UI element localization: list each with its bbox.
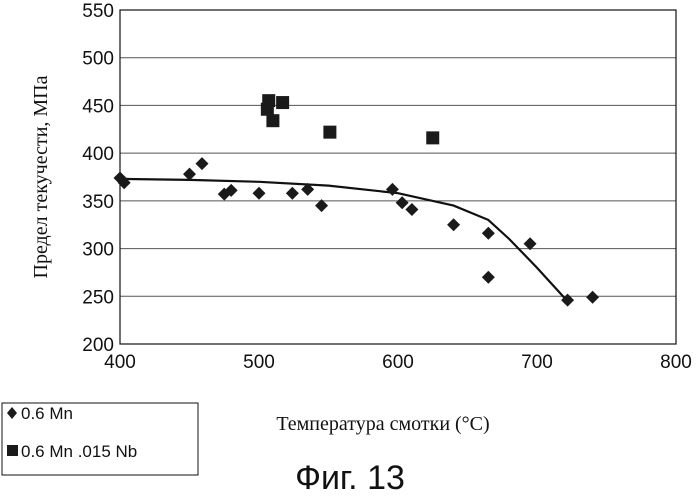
y-axis-label: Предел текучести, МПа — [30, 75, 52, 278]
figure-caption: Фиг. 13 — [295, 459, 405, 497]
point-series-1-7 — [252, 186, 266, 200]
y-tick-label-4: 400 — [82, 144, 114, 165]
x-axis-label: Температура смотки (°C) — [276, 413, 489, 435]
y-tick-label-5: 450 — [82, 96, 114, 117]
point-series-1-9 — [301, 182, 315, 196]
point-series-2-3 — [266, 114, 280, 128]
data-markers — [113, 94, 600, 307]
point-series-2-2 — [262, 94, 276, 108]
legend-label-series-1: 0.6 Mn — [21, 404, 73, 423]
tick-labels: 200 250 300 350 400 450 500 550 400 500 600 700 800 — [82, 1, 692, 373]
point-series-1-13 — [405, 202, 419, 216]
point-series-1-12 — [395, 196, 409, 210]
point-series-1-15 — [481, 226, 495, 240]
point-series-2-4 — [276, 96, 290, 110]
point-series-1-11 — [385, 182, 399, 196]
legend: 0.6 Mn 0.6 Mn .015 Nb — [1, 402, 199, 476]
legend-diamond-icon — [7, 407, 17, 419]
legend-label-series-2: 0.6 Mn .015 Nb — [21, 442, 137, 461]
x-tick-label-0: 400 — [104, 352, 136, 373]
point-series-1-16 — [481, 270, 495, 284]
y-tick-label-3: 350 — [82, 192, 114, 213]
point-series-1-14 — [447, 218, 461, 232]
y-tick-label-1: 250 — [82, 287, 114, 308]
point-series-2-5 — [323, 125, 337, 139]
x-tick-label-2: 600 — [382, 352, 414, 373]
point-series-1-3 — [183, 167, 196, 181]
point-series-1-17 — [523, 237, 537, 251]
x-tick-label-4: 800 — [660, 352, 692, 373]
x-tick-label-1: 500 — [243, 352, 275, 373]
point-series-1-19 — [586, 290, 600, 304]
point-series-1-4 — [195, 157, 209, 171]
x-tick-label-3: 700 — [521, 352, 553, 373]
point-series-1-6 — [224, 183, 238, 197]
y-tick-label-0: 200 — [82, 335, 114, 356]
grid — [120, 57, 676, 297]
point-series-1-18 — [561, 293, 575, 307]
trend-line — [119, 177, 566, 299]
point-series-1-8 — [285, 186, 299, 200]
point-series-2-6 — [426, 131, 440, 145]
y-tick-label-2: 300 — [82, 240, 114, 261]
point-series-1-2 — [117, 176, 131, 190]
y-tick-label-7: 550 — [82, 1, 114, 22]
point-series-1-10 — [315, 199, 329, 213]
legend-box — [1, 402, 199, 476]
y-tick-label-6: 500 — [82, 49, 114, 70]
legend-square-icon — [7, 445, 18, 456]
